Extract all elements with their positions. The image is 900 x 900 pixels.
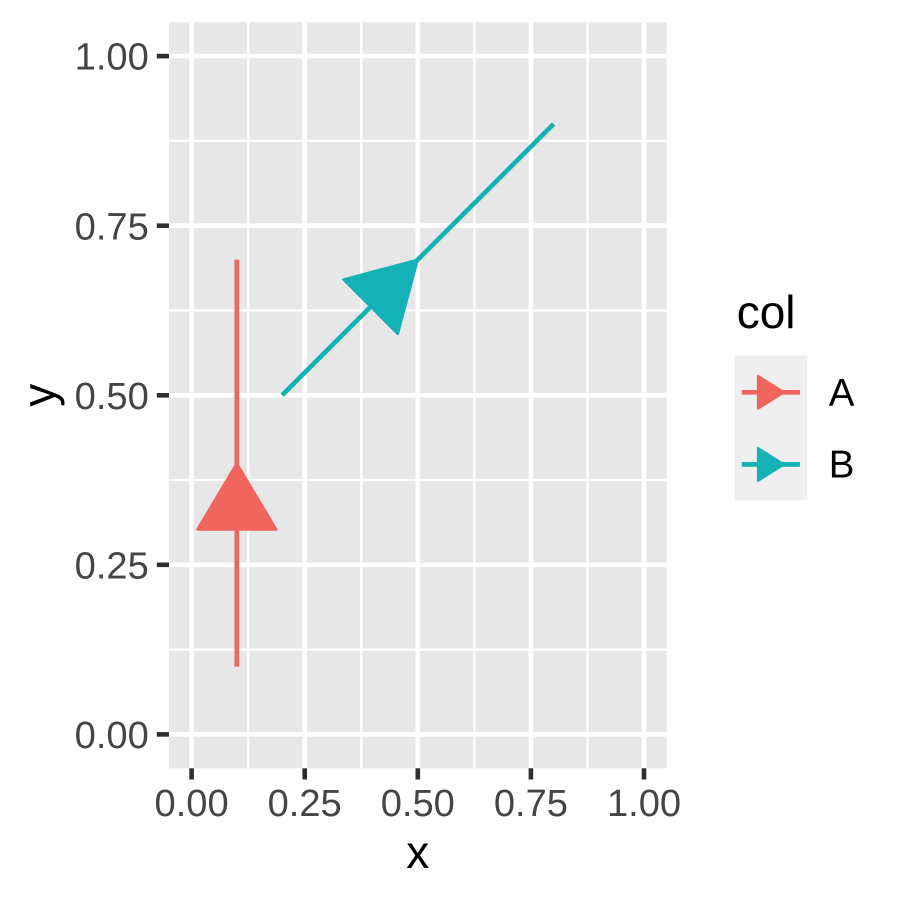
svg-text:0.25: 0.25: [268, 783, 342, 825]
svg-text:1.00: 1.00: [75, 37, 149, 79]
svg-text:0.50: 0.50: [75, 376, 149, 418]
svg-text:y: y: [13, 384, 65, 407]
svg-text:0.50: 0.50: [381, 783, 455, 825]
svg-text:1.00: 1.00: [607, 783, 681, 825]
svg-text:B: B: [829, 444, 855, 487]
svg-text:0.00: 0.00: [75, 715, 149, 757]
svg-text:col: col: [737, 286, 796, 338]
svg-text:A: A: [829, 372, 855, 415]
svg-text:0.00: 0.00: [155, 783, 229, 825]
svg-text:0.75: 0.75: [494, 783, 568, 825]
svg-text:0.75: 0.75: [75, 206, 149, 248]
svg-text:0.25: 0.25: [75, 545, 149, 587]
svg-text:x: x: [406, 826, 429, 878]
